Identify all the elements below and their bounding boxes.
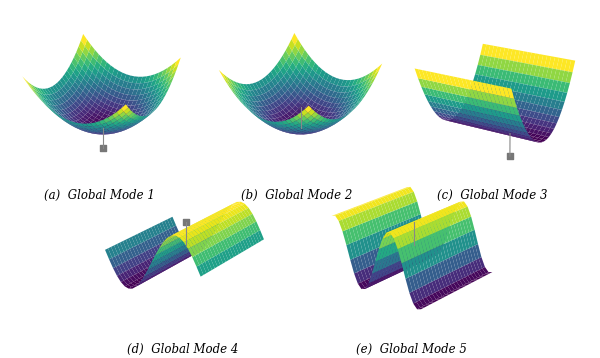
Text: (d)  Global Mode 4: (d) Global Mode 4 (127, 343, 239, 356)
Text: (c)  Global Mode 3: (c) Global Mode 3 (437, 189, 547, 202)
Text: (b)  Global Mode 2: (b) Global Mode 2 (241, 189, 353, 202)
Text: (a)  Global Mode 1: (a) Global Mode 1 (44, 189, 154, 202)
Text: (e)  Global Mode 5: (e) Global Mode 5 (356, 343, 466, 356)
